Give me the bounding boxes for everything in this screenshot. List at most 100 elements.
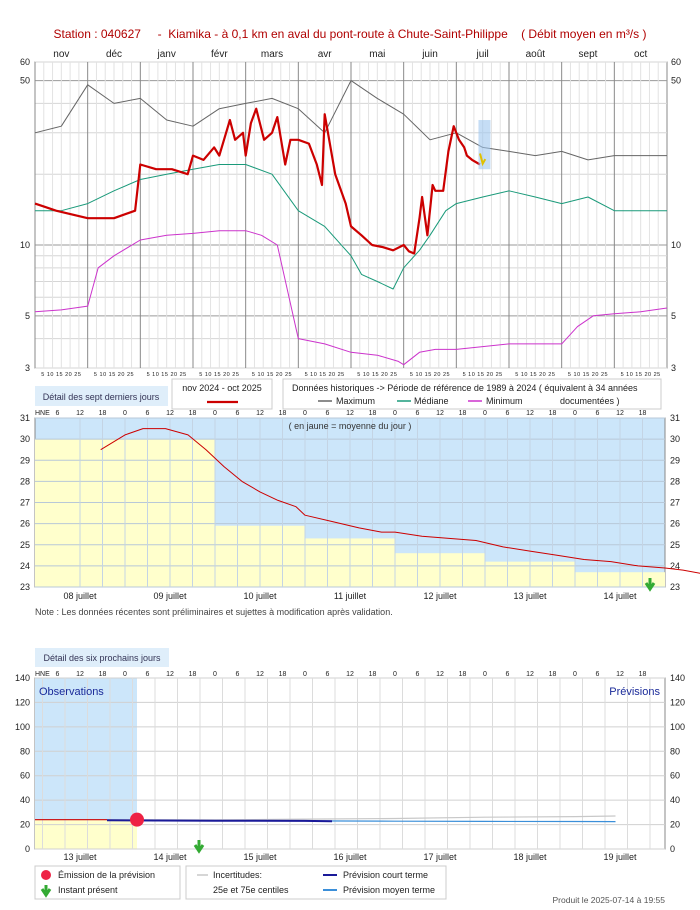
y-tick-right: 23 (670, 582, 680, 592)
day-tick-labels: 5 10 15 20 25 (621, 372, 661, 378)
day-tick-labels: 5 10 15 20 25 (41, 372, 81, 378)
y-tick-right: 25 (670, 540, 680, 550)
legend-current-box (171, 378, 273, 410)
hour-tick-label: 18 (189, 671, 197, 678)
hour-tick-label: 18 (549, 671, 557, 678)
preliminary-note: Note : Les données récentes sont prélimi… (35, 607, 393, 617)
hour-tick-label: 0 (573, 671, 577, 678)
month-label-5: avr (318, 49, 333, 60)
hour-tick-label: 12 (436, 410, 444, 417)
hour-tick-label: 12 (76, 410, 84, 417)
hour-tick-label: 0 (213, 671, 217, 678)
day-label-forecast: 17 juillet (423, 852, 457, 862)
instant-present-marker (193, 840, 205, 854)
hour-tick-label: 18 (279, 671, 287, 678)
y-tick-left: 80 (20, 746, 30, 756)
hour-tick-label: 6 (326, 671, 330, 678)
day-tick-labels: 5 10 15 20 25 (305, 372, 345, 378)
hour-tick-label: 12 (166, 671, 174, 678)
hne-label-forecast: HNE (35, 671, 50, 678)
day-label-forecast: 18 juillet (513, 852, 547, 862)
y-tick-left: 25 (20, 540, 30, 550)
hne-label-recent: HNE (35, 410, 50, 417)
hour-tick-label: 0 (123, 671, 127, 678)
day-label-recent: 12 juillet (423, 591, 457, 601)
hour-tick-label: 18 (99, 671, 107, 678)
y-tick-right: 40 (670, 795, 680, 805)
legend-history-title-2: documentées ) (560, 396, 620, 406)
month-label-3: févr (211, 49, 228, 60)
day-tick-labels: 5 10 15 20 25 (568, 372, 608, 378)
series-minimum-line (34, 230, 668, 366)
legend-incertitudes-label: Incertitudes: (213, 870, 262, 880)
day-label-recent: 13 juillet (513, 591, 547, 601)
hour-tick-label: 18 (459, 410, 467, 417)
hour-tick-label: 0 (393, 671, 397, 678)
hour-tick-label: 12 (526, 410, 534, 417)
legend-instant-label: Instant présent (58, 885, 118, 895)
y-tick-left: 50 (20, 76, 30, 86)
legend-emission-label: Émission de la prévision (58, 870, 155, 880)
detail-six-days-button[interactable] (35, 648, 169, 667)
observations-label: Observations (39, 686, 104, 698)
y-tick-right: 140 (670, 673, 685, 683)
series-current-line (34, 107, 481, 255)
month-label-9: août (526, 49, 546, 60)
hour-tick-label: 6 (416, 671, 420, 678)
y-tick-right: 80 (670, 746, 680, 756)
month-label-10: sept (579, 49, 598, 60)
y-tick-left: 24 (20, 561, 30, 571)
hour-tick-label: 0 (483, 671, 487, 678)
hour-tick-label: 18 (639, 410, 647, 417)
hour-tick-label: 18 (99, 410, 107, 417)
hour-tick-label: 12 (256, 410, 264, 417)
y-tick-left: 140 (15, 673, 30, 683)
y-tick-right: 3 (671, 363, 676, 373)
hour-tick-label: 12 (346, 410, 354, 417)
daily-mean-annotation: ( en jaune = moyenne du jour ) (289, 421, 412, 431)
month-label-1: déc (106, 49, 122, 60)
hour-tick-label: 0 (303, 410, 307, 417)
legend-centiles-label: 25e et 75e centiles (213, 885, 289, 895)
y-tick-left: 20 (20, 820, 30, 830)
y-tick-left: 120 (15, 697, 30, 707)
hour-tick-label: 0 (213, 410, 217, 417)
month-label-2: janv (156, 49, 175, 60)
hour-tick-label: 18 (549, 410, 557, 417)
hour-tick-label: 12 (616, 671, 624, 678)
hour-tick-label: 0 (483, 410, 487, 417)
hour-tick-label: 12 (526, 671, 534, 678)
hour-tick-label: 12 (616, 410, 624, 417)
y-tick-left: 60 (20, 771, 30, 781)
legend-current-label: nov 2024 - oct 2025 (182, 383, 262, 393)
hour-tick-label: 6 (326, 410, 330, 417)
y-tick-left: 10 (20, 240, 30, 250)
y-tick-right: 60 (671, 57, 681, 67)
previsions-label: Prévisions (609, 686, 660, 698)
legend-moyen-terme-label: Prévision moyen terme (343, 885, 435, 895)
day-label-recent: 11 juillet (334, 591, 367, 601)
detail-seven-days-label: Détail des sept derniers jours (43, 392, 160, 402)
legend-median-label: Médiane (414, 396, 449, 406)
y-tick-right: 27 (670, 498, 680, 508)
y-tick-right: 50 (671, 76, 681, 86)
y-tick-right: 31 (670, 413, 680, 423)
hour-tick-label: 12 (436, 671, 444, 678)
legend-court-terme-label: Prévision court terme (343, 870, 428, 880)
hour-tick-label: 18 (459, 671, 467, 678)
legend-emission-swatch (41, 870, 51, 880)
produced-timestamp: Produit le 2025-07-14 à 19:55 (553, 895, 666, 905)
y-tick-right: 20 (670, 820, 680, 830)
day-tick-labels: 5 10 15 20 25 (94, 372, 134, 378)
y-tick-left: 29 (20, 455, 30, 465)
hour-tick-label: 6 (506, 671, 510, 678)
y-tick-right: 10 (671, 240, 681, 250)
detail-seven-days-button[interactable] (35, 386, 168, 406)
legend-max-label: Maximum (336, 396, 375, 406)
y-tick-right: 28 (670, 476, 680, 486)
day-tick-labels: 5 10 15 20 25 (147, 372, 187, 378)
day-label-recent: 08 juillet (63, 591, 97, 601)
y-tick-left: 23 (20, 582, 30, 592)
legend-history-box (282, 378, 662, 410)
